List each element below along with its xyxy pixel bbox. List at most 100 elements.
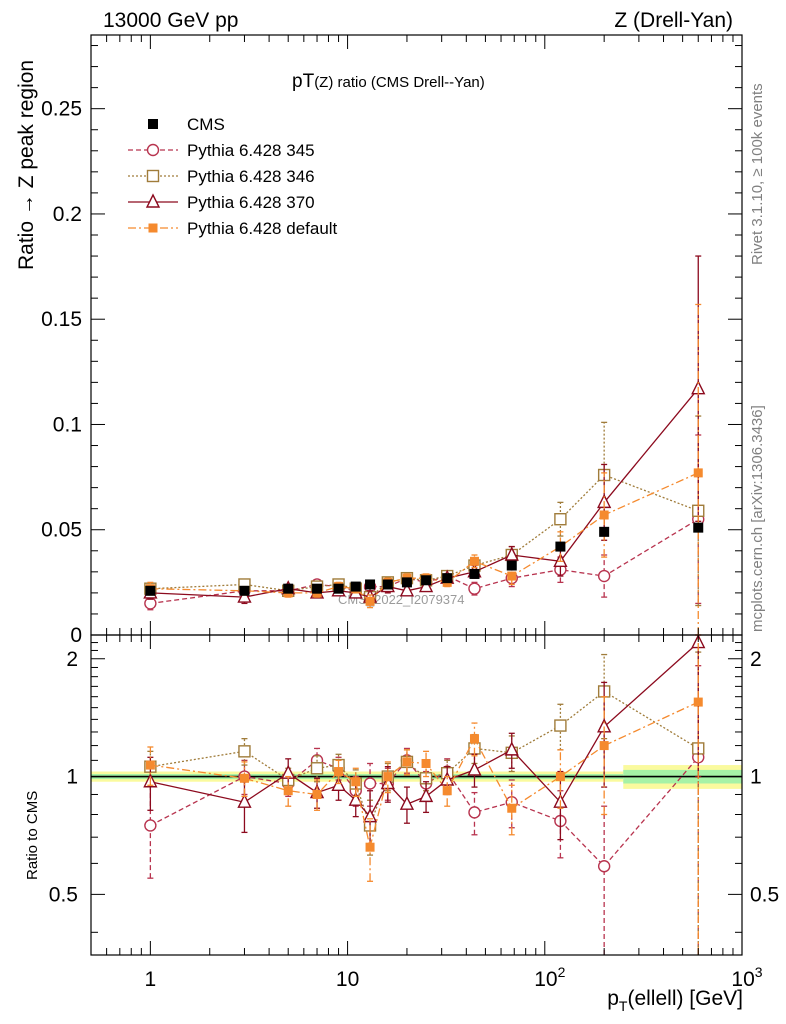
legend: CMS Pythia 6.428 345 Pythia 6.428 346 Pythi… [128,115,338,238]
marker-cms [382,579,393,590]
marker-cms [283,583,294,594]
marker-cms [401,577,412,588]
marker-cms [239,585,250,596]
y-tick-label: 0.1 [53,413,82,436]
ratio-y-tick-label-right: 0.5 [750,883,779,906]
marker-cms [599,526,610,537]
ratio-y-tick-label-right: 1 [750,766,762,789]
legend-entry-cms: CMS [148,115,225,134]
marker-p345 [597,860,611,873]
marker-p370 [237,588,252,603]
marker-cms [312,583,323,594]
marker-p370 [504,741,519,756]
y-tick-label: 0.05 [41,519,82,542]
x-tick-label: 10 [336,968,359,991]
series-line-pdef [150,701,699,848]
x-tick-exponent: 3 [755,964,763,980]
ratio-y-tick-label: 1 [66,766,78,789]
xlabel-rest: (ellell) [GeV] [627,987,743,1010]
legend-entry-p345: Pythia 6.428 345 [128,141,315,160]
marker-p346 [554,513,567,526]
marker-p345 [468,582,481,595]
series-line-p370 [150,388,699,598]
ratio-y-tick-label-right: 2 [750,648,762,671]
series-line-pdef [150,472,699,603]
header-right: Z (Drell-Yan) [614,9,733,32]
marker-p370 [467,761,482,776]
marker-cms [333,583,344,594]
header-left: 13000 GeV pp [103,9,238,32]
legend-label: Pythia 6.428 370 [187,193,315,212]
marker-p370 [237,793,252,808]
marker-p345 [144,819,157,832]
y-tick-label: 0.2 [53,203,82,226]
title-main: pT [292,71,315,92]
marker-pdef [312,789,322,799]
marker-pdef [507,571,517,581]
marker-pdef [383,772,393,782]
marker-cms [442,573,453,584]
series-p345 [144,665,705,955]
x-tick-base: 10 [534,968,557,991]
marker-p370 [504,546,519,561]
x-tick-base: 10 [336,968,359,991]
mcplots-label: mcplots.cern.ch [arXiv:1306.3436] [749,405,766,632]
ratio-frame [90,634,743,956]
marker-p345 [597,569,611,583]
series-line-p345 [150,756,699,868]
series-pdef [145,634,703,955]
marker-p370 [399,795,415,810]
marker-pdef [599,510,609,520]
y-tick-label: 0 [70,624,82,647]
marker-p370 [418,578,434,593]
x-tick-base: 1 [145,968,157,991]
marker-p370 [331,776,346,791]
marker-p370 [348,791,363,806]
marker-p346 [310,762,324,775]
chart-title: pT(Z) ratio (CMS Drell--Yan) [292,71,485,92]
marker-pdef [239,773,249,783]
y-tick-label: 0.15 [41,308,82,331]
marker-cms [350,581,361,592]
marker-pdef [365,842,375,852]
x-tick-label: 102 [534,964,565,991]
marker-cms [555,541,566,552]
marker-cms [145,585,156,596]
legend-marker [145,193,161,208]
x-tick-base: 10 [731,968,754,991]
ratio-y-tick-label: 0.5 [49,883,78,906]
marker-p370 [399,582,415,597]
marker-cms [421,575,432,586]
marker-pdef [599,741,609,751]
marker-pdef [283,786,293,796]
marker-pdef [442,786,452,796]
marker-p345 [468,806,481,819]
x-axis-label: pT(ellell) [GeV] [607,987,743,1014]
legend-label: CMS [187,115,225,134]
legend-marker [146,169,160,183]
main-panel: 0 0.05 0.1 0.15 0.2 0.25 [41,34,743,647]
legend-label: Pythia 6.428 346 [187,167,315,186]
marker-pdef [334,767,344,777]
marker-pdef [693,697,703,707]
legend-marker [148,119,158,129]
x-tick-exponent: 2 [558,964,566,980]
xlabel-main: p [607,987,619,1010]
marker-p345 [363,777,377,790]
x-tick-label: 1 [145,968,157,991]
marker-cms [506,560,517,571]
legend-entry-pdef: Pythia 6.428 default [128,219,338,238]
marker-pdef [145,760,155,770]
marker-pdef [351,777,361,787]
legend-label: Pythia 6.428 default [187,219,338,238]
x-tick-label: 103 [731,964,762,991]
legend-marker [148,223,158,233]
marker-pdef [365,596,375,606]
series-cms [145,522,704,596]
marker-p370 [418,787,434,803]
y-tick-label: 0.25 [41,98,82,121]
series-p370 [143,255,706,605]
legend-label: Pythia 6.428 345 [187,141,315,160]
